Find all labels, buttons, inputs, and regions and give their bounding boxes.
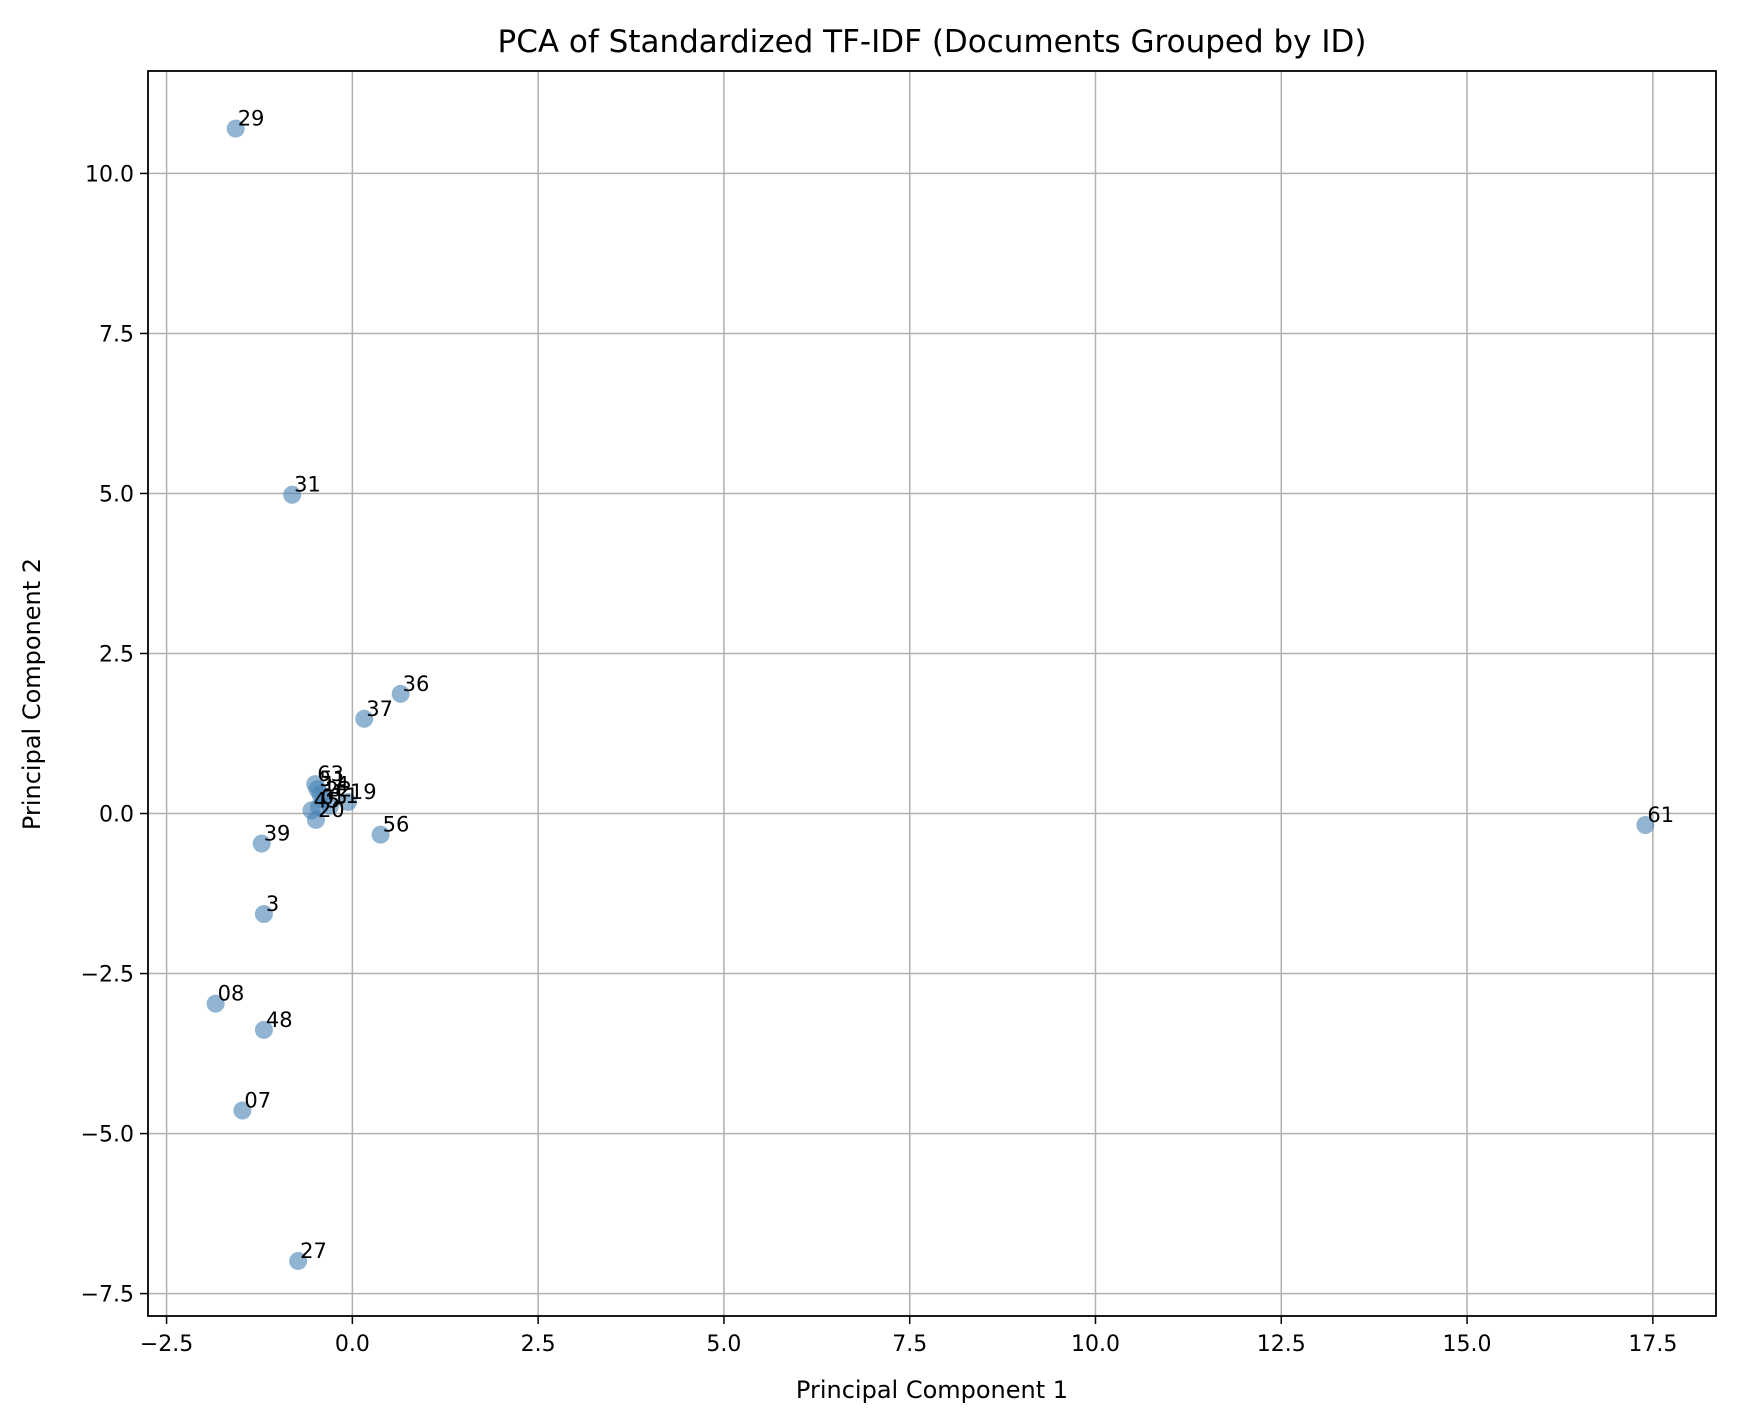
point-label: 36 <box>403 672 430 696</box>
y-tick-label: 0.0 <box>99 803 134 828</box>
y-tick-label: 5.0 <box>99 482 134 507</box>
x-tick-label: 5.0 <box>706 1332 741 1357</box>
point-label: 31 <box>294 473 321 497</box>
scatter-point <box>252 834 271 853</box>
scatter-point <box>391 684 410 703</box>
scatter-point <box>254 1020 273 1039</box>
point-label: 56 <box>383 813 410 837</box>
point-label: 3 <box>266 892 279 916</box>
point-label: 61 <box>1647 803 1674 827</box>
x-tick-label: 7.5 <box>892 1332 927 1357</box>
y-tick-label: 2.5 <box>99 642 134 667</box>
point-label: 20 <box>318 798 345 822</box>
x-tick-label: 17.5 <box>1628 1332 1677 1357</box>
scatter-point <box>371 825 390 844</box>
point-label: 48 <box>266 1008 293 1032</box>
scatter-point <box>283 485 302 504</box>
scatter-point <box>289 1251 308 1270</box>
point-label: 27 <box>300 1239 327 1263</box>
point-label: 05 <box>321 785 348 809</box>
chart-title: PCA of Standardized TF-IDF (Documents Gr… <box>498 24 1367 60</box>
x-tick-label: 0.0 <box>335 1332 370 1357</box>
scatter-point <box>1636 816 1655 835</box>
point-label: 11 <box>332 784 359 808</box>
grid-lines <box>148 71 1716 1316</box>
point-label: 08 <box>218 982 245 1006</box>
scatter-point <box>355 709 374 728</box>
x-axis-title: Principal Component 1 <box>796 1376 1068 1404</box>
point-label: 29 <box>238 107 265 131</box>
point-label: 14 <box>322 772 349 796</box>
scatter-point <box>226 119 245 138</box>
x-tick-label: 12.5 <box>1257 1332 1306 1357</box>
x-tick-label: −2.5 <box>140 1332 193 1357</box>
y-axis-ticks: −7.5 −5.0 −2.5 0.0 2.5 5.0 7.5 10.0 <box>81 162 148 1308</box>
data-points <box>206 119 1655 1270</box>
y-tick-label: 7.5 <box>99 322 134 347</box>
y-tick-label: 10.0 <box>85 162 134 187</box>
point-label: 19 <box>350 780 377 804</box>
point-label: 63 <box>317 762 344 786</box>
scatter-point <box>306 810 325 829</box>
y-tick-label: −2.5 <box>81 963 134 988</box>
point-label: 39 <box>264 822 291 846</box>
y-tick-label: −5.0 <box>81 1123 134 1148</box>
x-tick-label: 10.0 <box>1071 1332 1120 1357</box>
scatter-point <box>338 792 357 811</box>
x-tick-label: 2.5 <box>521 1332 556 1357</box>
scatter-point <box>233 1101 252 1120</box>
point-label: 07 <box>244 1089 271 1113</box>
plot-frame <box>147 70 1717 1317</box>
x-axis-ticks: −2.5 0.0 2.5 5.0 7.5 10.0 12.5 15.0 17.5 <box>140 1316 1677 1357</box>
y-axis-title: Principal Component 2 <box>18 558 46 830</box>
point-label: 37 <box>366 697 393 721</box>
point-label: 22 <box>325 777 352 801</box>
scatter-point <box>254 905 273 924</box>
y-tick-label: −7.5 <box>81 1283 134 1308</box>
scatter-point <box>206 994 225 1013</box>
x-tick-label: 15.0 <box>1443 1332 1492 1357</box>
point-label: 45 <box>313 788 340 812</box>
point-label: 51 <box>319 767 346 791</box>
